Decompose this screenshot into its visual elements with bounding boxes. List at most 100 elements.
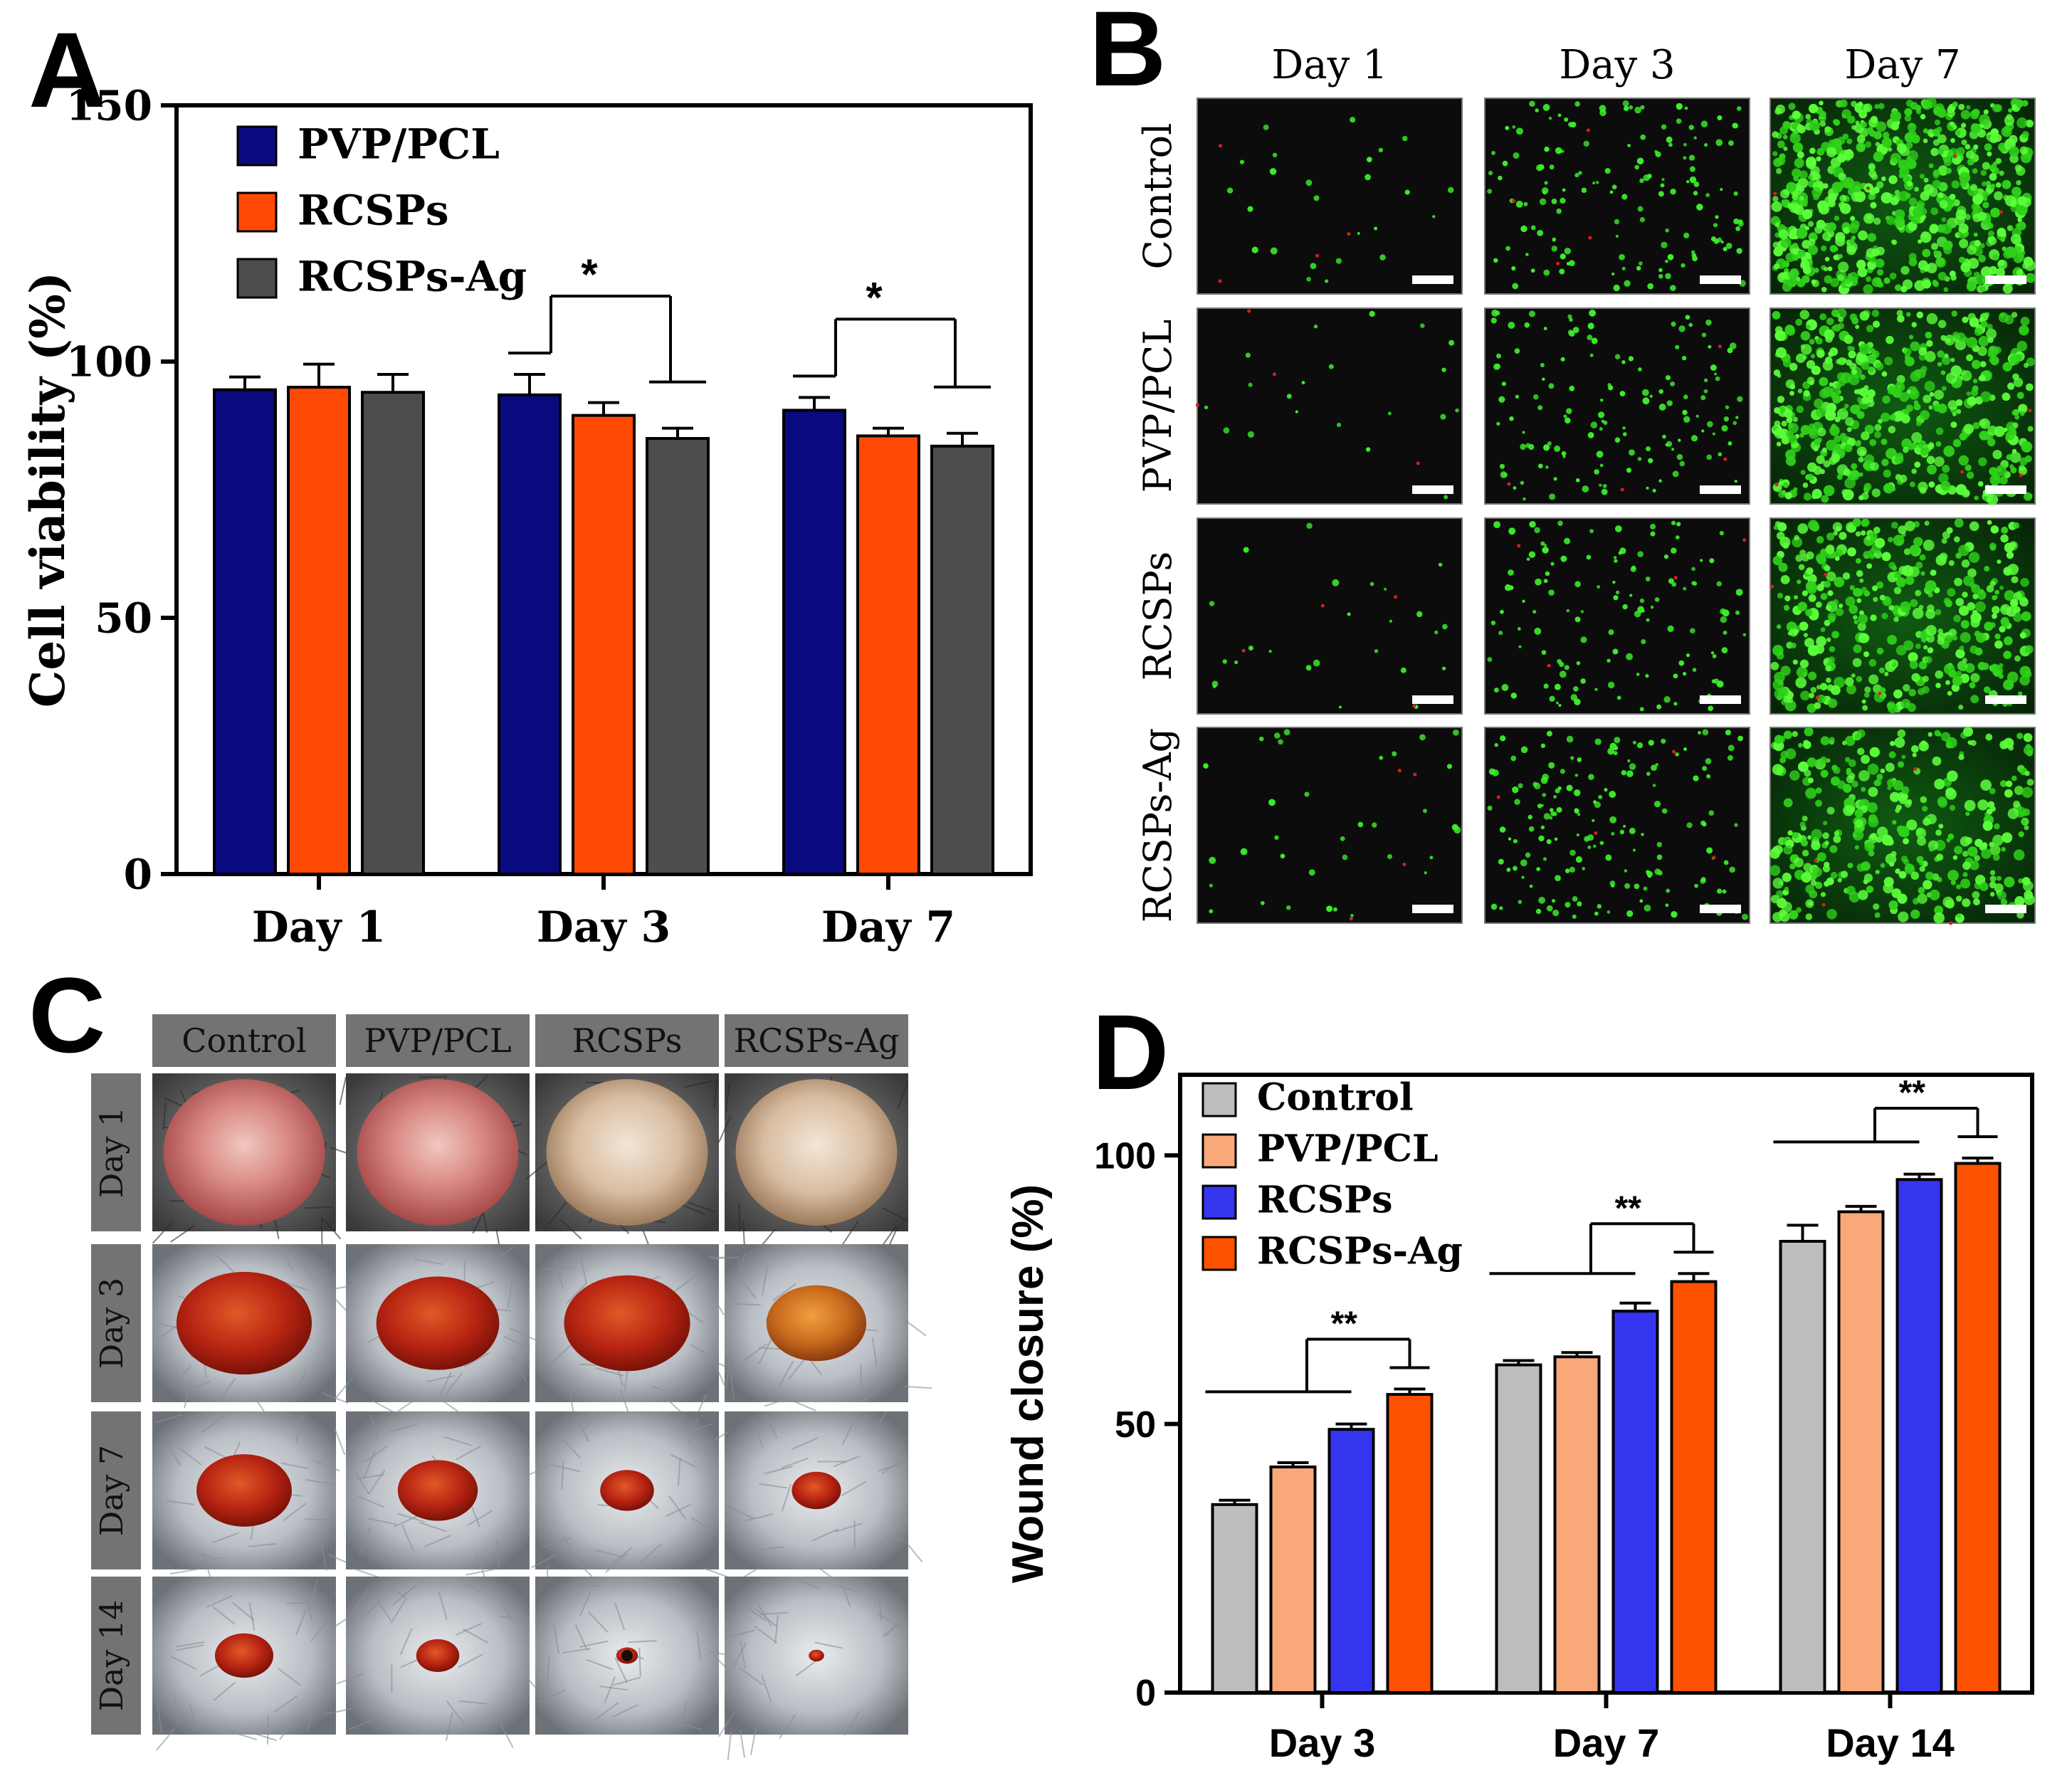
live-cell bbox=[1622, 100, 1629, 107]
live-cell bbox=[1780, 237, 1792, 248]
live-cell bbox=[1306, 277, 1311, 282]
live-cell bbox=[1855, 120, 1860, 125]
legend-label: RCSPs-Ag bbox=[1257, 1230, 1463, 1273]
live-cell bbox=[1703, 389, 1708, 394]
wound-area bbox=[163, 1079, 325, 1226]
live-cell bbox=[1607, 681, 1615, 689]
live-cell bbox=[1893, 586, 1902, 595]
live-cell bbox=[1967, 372, 1972, 377]
live-cell bbox=[1846, 684, 1856, 695]
fur-strand bbox=[467, 1510, 493, 1526]
live-cell bbox=[2004, 127, 2011, 133]
live-cell bbox=[1274, 835, 1279, 840]
live-cell bbox=[1960, 110, 1971, 120]
live-cell bbox=[1799, 621, 1809, 631]
live-cell bbox=[1847, 115, 1856, 124]
live-cell bbox=[1686, 653, 1690, 658]
live-cell bbox=[1859, 311, 1870, 321]
live-cell bbox=[1886, 838, 1894, 846]
live-cell bbox=[1583, 140, 1589, 147]
live-cell bbox=[1673, 702, 1678, 706]
live-cell bbox=[1905, 142, 1913, 149]
fur-strand bbox=[304, 1518, 333, 1521]
live-cell bbox=[1562, 455, 1566, 458]
dead-cell bbox=[1742, 538, 1747, 542]
dead-cell bbox=[1412, 704, 1416, 708]
live-cell bbox=[2021, 100, 2029, 107]
live-cell bbox=[1778, 406, 1786, 414]
live-cell bbox=[1709, 558, 1715, 564]
live-cell bbox=[1782, 135, 1788, 140]
live-cell bbox=[1874, 104, 1880, 110]
live-cell bbox=[1831, 182, 1843, 193]
fur-strand bbox=[558, 1579, 579, 1602]
live-cell bbox=[1826, 684, 1834, 692]
live-cell bbox=[1490, 317, 1497, 324]
live-cell bbox=[1788, 102, 1796, 110]
fur-strand bbox=[756, 1601, 772, 1627]
live-cell bbox=[1977, 481, 1984, 487]
live-cell bbox=[1529, 100, 1535, 107]
fur-strand bbox=[300, 1263, 329, 1273]
live-cell bbox=[1886, 335, 1894, 344]
live-cell bbox=[1671, 911, 1678, 918]
live-cell bbox=[1963, 575, 1974, 586]
live-cell bbox=[1856, 558, 1861, 564]
live-cell bbox=[1927, 604, 1935, 612]
live-cell bbox=[1572, 914, 1577, 919]
live-cell bbox=[1639, 216, 1646, 223]
fur-strand bbox=[304, 1206, 333, 1209]
live-cell bbox=[1802, 354, 1807, 360]
fur-strand bbox=[310, 1580, 318, 1609]
live-cell bbox=[1806, 325, 1811, 330]
live-cell bbox=[1899, 166, 1910, 177]
live-cell bbox=[1908, 253, 1917, 261]
live-cell bbox=[1787, 830, 1793, 836]
fur-strand bbox=[599, 1685, 629, 1691]
live-cell bbox=[1949, 270, 1956, 278]
live-cell bbox=[1984, 565, 1990, 572]
live-cell bbox=[1211, 680, 1219, 688]
live-cell bbox=[1941, 538, 1947, 545]
dead-cell bbox=[1673, 576, 1678, 580]
fur-strand bbox=[718, 1115, 732, 1143]
live-cell bbox=[1946, 527, 1953, 534]
live-cell bbox=[1792, 194, 1799, 201]
live-cell bbox=[1819, 683, 1828, 691]
live-cell bbox=[1789, 910, 1799, 920]
live-cell bbox=[2018, 831, 2024, 838]
live-cell bbox=[1866, 325, 1874, 332]
live-cell bbox=[1827, 411, 1834, 417]
live-cell bbox=[1574, 101, 1580, 107]
live-cell bbox=[2017, 217, 2022, 223]
live-cell bbox=[1488, 170, 1493, 176]
live-cell bbox=[1967, 396, 1977, 406]
live-cell bbox=[1918, 481, 1928, 493]
live-cell bbox=[1977, 661, 1987, 670]
live-cell bbox=[1985, 733, 1993, 741]
live-cell bbox=[1556, 208, 1562, 214]
live-cell bbox=[1554, 837, 1558, 841]
live-cell bbox=[1799, 549, 1807, 557]
live-cell bbox=[1967, 258, 1979, 269]
live-cell bbox=[1558, 703, 1562, 707]
live-cell bbox=[1794, 535, 1799, 541]
live-cell bbox=[1811, 828, 1822, 840]
live-cell bbox=[1960, 878, 1971, 889]
live-cell bbox=[1937, 403, 1947, 414]
live-cell bbox=[1873, 131, 1882, 140]
live-cell bbox=[1928, 405, 1933, 410]
live-cell bbox=[1934, 779, 1945, 790]
live-cell bbox=[1943, 157, 1952, 167]
live-cell bbox=[1937, 362, 1942, 367]
live-cell bbox=[1974, 631, 1981, 638]
live-cell bbox=[1861, 431, 1870, 441]
live-cell bbox=[1305, 665, 1312, 671]
live-cell bbox=[2017, 691, 2023, 696]
live-cell bbox=[1784, 595, 1791, 601]
live-cell bbox=[1574, 773, 1579, 777]
fur-strand bbox=[793, 1577, 820, 1590]
live-cell bbox=[1989, 622, 1996, 628]
live-cell bbox=[1950, 138, 1955, 143]
column-header: Day 7 bbox=[1844, 42, 1960, 88]
